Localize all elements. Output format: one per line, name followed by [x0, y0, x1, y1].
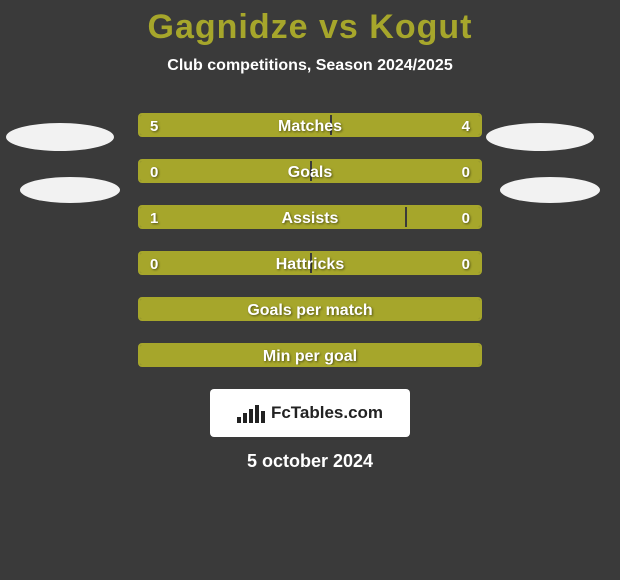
badge-bars-icon: [237, 403, 265, 423]
bar-label: Goals: [140, 161, 480, 181]
comparison-card: Gagnidze vs Kogut Club competitions, Sea…: [0, 0, 620, 580]
bar-label: Assists: [140, 207, 480, 227]
stat-bar-goals-per-match: Goals per match: [138, 297, 482, 321]
bar-label: Matches: [140, 115, 480, 135]
side-ellipse: [20, 177, 120, 203]
side-ellipse: [486, 123, 594, 151]
footer-date: 5 october 2024: [0, 451, 620, 472]
player-right-name: Kogut: [369, 8, 472, 46]
side-ellipse: [6, 123, 114, 151]
bar-value-right: 0: [462, 253, 470, 273]
title-joiner: vs: [309, 8, 370, 46]
stat-bar-hattricks: Hattricks0 0: [138, 251, 482, 275]
stat-bars: Matches54Goals00Assists10Hattricks00Goal…: [0, 113, 620, 367]
bar-value-left: 0: [150, 161, 158, 181]
side-ellipse: [500, 177, 600, 203]
stat-bar-min-per-goal: Min per goal: [138, 343, 482, 367]
title: Gagnidze vs Kogut: [0, 0, 620, 47]
bar-label: Goals per match: [140, 299, 480, 319]
bar-value-right: 0: [462, 161, 470, 181]
stat-bar-goals: Goals0 0: [138, 159, 482, 183]
bar-value-left: 5: [150, 115, 158, 135]
bar-value-left: 1: [150, 207, 158, 227]
source-badge: FcTables.com: [210, 389, 410, 437]
subtitle: Club competitions, Season 2024/2025: [0, 57, 620, 75]
bar-value-right: 4: [462, 115, 470, 135]
bar-value-left: 0: [150, 253, 158, 273]
bar-value-right: 0: [462, 207, 470, 227]
stat-bar-matches: Matches5 4: [138, 113, 482, 137]
bar-label: Hattricks: [140, 253, 480, 273]
player-left-name: Gagnidze: [148, 8, 309, 46]
bar-label: Min per goal: [140, 345, 480, 365]
source-badge-text: FcTables.com: [271, 403, 383, 423]
stat-bar-assists: Assists1 0: [138, 205, 482, 229]
